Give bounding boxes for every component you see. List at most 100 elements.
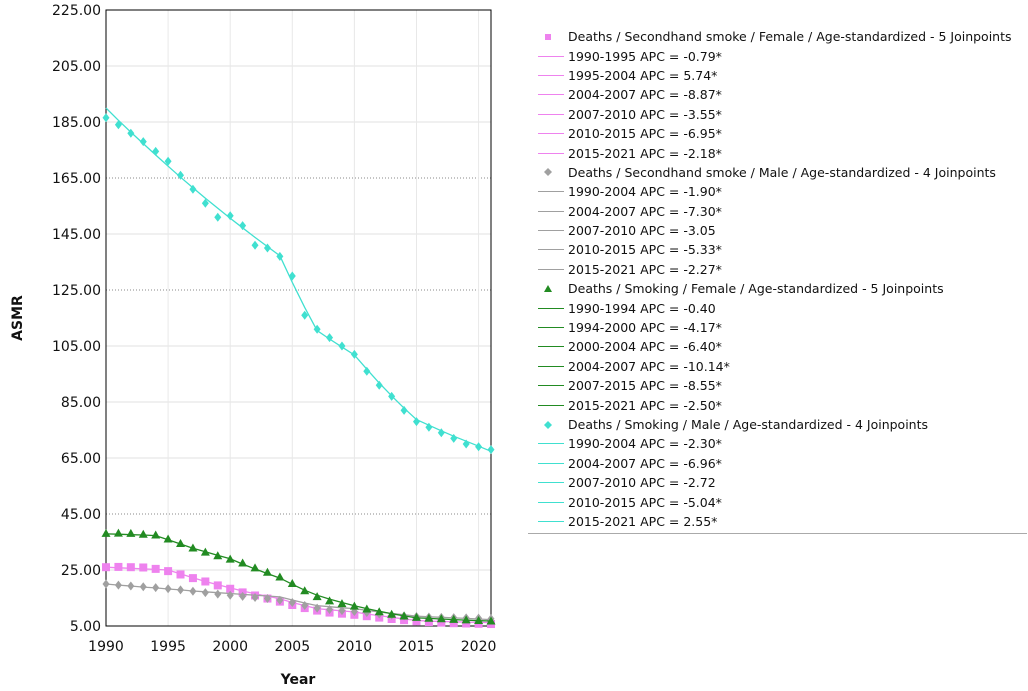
x-tick-label: 2005 <box>274 639 310 655</box>
data-point <box>375 380 383 390</box>
tick-labels: 5.00 25.00 45.00 65.00 85.00 105.00 125.00 145.… <box>52 3 496 655</box>
y-tick-label: 65.00 <box>61 451 101 467</box>
legend-line-swatch <box>538 230 564 232</box>
data-point <box>326 604 334 614</box>
data-point <box>163 534 173 543</box>
data-point <box>301 310 309 320</box>
legend-line-swatch <box>538 365 564 367</box>
data-point <box>462 439 470 449</box>
data-point <box>275 572 285 581</box>
legend-segment-row: 2004-2007 APC = -10.14* <box>528 357 1027 376</box>
triangle-marker-icon <box>542 283 554 295</box>
legend-segment-row: 2004-2007 APC = -6.96* <box>528 454 1027 473</box>
legend-segment-row: 2007-2010 APC = -2.72 <box>528 473 1027 492</box>
data-point <box>201 577 210 586</box>
legend-segment-label: 2010-2015 APC = -5.04* <box>568 494 722 510</box>
legend-segment-label: 1995-2004 APC = 5.74* <box>568 67 718 83</box>
data-point <box>313 603 321 613</box>
data-point <box>412 417 420 427</box>
legend-segment-label: 2015-2021 APC = -2.27* <box>568 261 722 277</box>
legend-segment-label: 1994-2000 APC = -4.17* <box>568 320 722 336</box>
legend-segment-label: 2015-2021 APC = -2.18* <box>568 145 722 161</box>
chart-legend: Deaths / Secondhand smoke / Female / Age… <box>528 27 1027 535</box>
x-tick-label: 2020 <box>461 639 497 655</box>
data-point <box>102 563 110 572</box>
data-point <box>300 586 310 595</box>
data-point <box>388 391 396 401</box>
series-1 <box>102 579 495 624</box>
legend-segment-row: 2015-2021 APC = -2.50* <box>528 395 1027 414</box>
data-point <box>239 221 247 231</box>
y-tick-label: 165.00 <box>52 171 101 187</box>
legend-segment-row: 1990-1994 APC = -0.40 <box>528 298 1027 317</box>
data-point <box>127 581 135 591</box>
legend-segment-label: 2015-2021 APC = 2.55* <box>568 513 718 529</box>
data-point <box>350 349 358 359</box>
legend-segment-row: 1994-2000 APC = -4.17* <box>528 318 1027 337</box>
y-axis-title: ASMR <box>10 295 26 341</box>
legend-line-swatch <box>538 133 564 135</box>
legend-series-label: Deaths / Secondhand smoke / Male / Age-s… <box>568 164 996 180</box>
legend-line-swatch <box>538 152 564 154</box>
data-point <box>374 607 384 616</box>
data-point <box>263 594 271 604</box>
data-point <box>325 596 335 605</box>
data-point <box>139 582 147 592</box>
legend-segment-label: 1990-2004 APC = -2.30* <box>568 436 722 452</box>
data-point <box>226 211 234 221</box>
data-point <box>312 592 322 601</box>
data-point <box>189 184 197 194</box>
data-point <box>449 614 459 623</box>
fitted-line <box>105 533 492 622</box>
data-point <box>338 606 346 616</box>
data-point <box>152 583 160 593</box>
legend-line-swatch <box>538 482 564 484</box>
legend-segment-label: 2004-2007 APC = -6.96* <box>568 455 722 471</box>
data-point <box>189 586 197 596</box>
legend-segment-row: 1990-2004 APC = -2.30* <box>528 434 1027 453</box>
legend-segment-row: 2015-2021 APC = -2.27* <box>528 260 1027 279</box>
data-point <box>424 613 434 622</box>
data-point <box>486 616 496 625</box>
data-point <box>102 113 110 123</box>
data-point <box>387 609 397 618</box>
legend-line-swatch <box>538 74 564 76</box>
data-point <box>201 198 209 208</box>
legend-segment-label: 2007-2010 APC = -3.05 <box>568 223 716 239</box>
data-point <box>250 563 260 572</box>
legend-segment-label: 1990-2004 APC = -1.90* <box>568 184 722 200</box>
legend-segment-row: 2004-2007 APC = -8.87* <box>528 85 1027 104</box>
data-point <box>424 618 433 627</box>
data-point <box>313 324 321 334</box>
series-3 <box>102 107 495 455</box>
data-point <box>412 617 421 626</box>
data-point <box>474 615 484 624</box>
data-point <box>213 551 223 560</box>
data-point <box>475 442 483 452</box>
legend-segment-label: 2010-2015 APC = -5.33* <box>568 242 722 258</box>
data-point <box>226 584 235 593</box>
data-point <box>139 137 147 147</box>
data-point <box>436 614 446 623</box>
y-tick-label: 185.00 <box>52 115 101 131</box>
legend-segment-row: 2007-2015 APC = -8.55* <box>528 376 1027 395</box>
legend-segment-row: 2000-2004 APC = -6.40* <box>528 337 1027 356</box>
legend-segment-label: 2007-2010 APC = -3.55* <box>568 106 722 122</box>
data-point <box>213 581 222 590</box>
legend-segment-row: 1990-2004 APC = -1.90* <box>528 182 1027 201</box>
legend-line-swatch <box>538 443 564 445</box>
data-point <box>326 333 334 343</box>
legend-series-label: Deaths / Secondhand smoke / Female / Age… <box>568 29 1012 45</box>
legend-segment-row: 2007-2010 APC = -3.05 <box>528 221 1027 240</box>
data-point <box>411 612 421 621</box>
legend-segment-row: 2015-2021 APC = 2.55* <box>528 512 1027 531</box>
data-point <box>201 588 209 598</box>
y-tick-label: 125.00 <box>52 283 101 299</box>
y-tick-label: 145.00 <box>52 227 101 243</box>
legend-series-header: Deaths / Secondhand smoke / Male / Age-s… <box>528 163 1027 182</box>
x-tick-label: 2015 <box>399 639 435 655</box>
data-point <box>262 567 272 576</box>
legend-series-header: Deaths / Smoking / Male / Age-standardiz… <box>528 415 1027 434</box>
legend-segment-label: 2007-2010 APC = -2.72 <box>568 475 716 491</box>
legend-series-header: Deaths / Secondhand smoke / Female / Age… <box>528 27 1027 46</box>
